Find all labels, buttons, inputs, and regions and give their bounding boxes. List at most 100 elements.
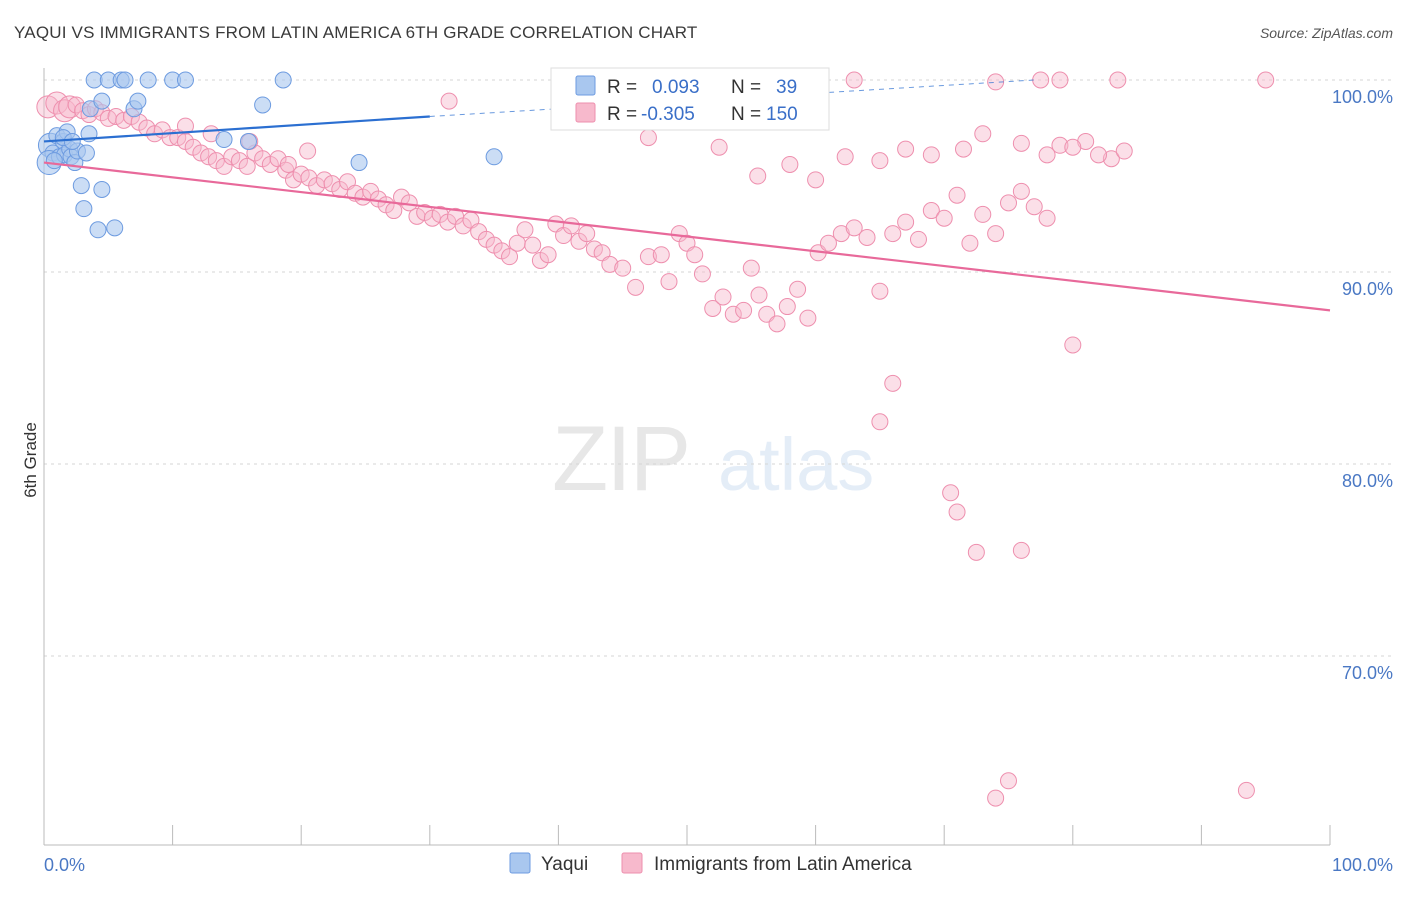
yaqui-point bbox=[93, 180, 111, 198]
latin-america-point bbox=[238, 157, 256, 175]
yaqui-point bbox=[239, 132, 257, 150]
y-tick-label: 80.0% bbox=[1342, 471, 1393, 491]
stats-latin-n-label: N = bbox=[731, 104, 761, 125]
y-tick-label: 90.0% bbox=[1342, 279, 1393, 299]
latin-america-point bbox=[884, 225, 902, 243]
latin-america-point bbox=[948, 503, 966, 521]
latin-america-point bbox=[710, 138, 728, 156]
latin-america-point bbox=[192, 144, 210, 162]
y-tick-labels: 100.0% 90.0% 80.0% 70.0% bbox=[1332, 87, 1393, 683]
latin-america-point bbox=[871, 282, 889, 300]
legend-yaqui-label: Yaqui bbox=[541, 854, 588, 875]
latin-america-point bbox=[539, 246, 557, 264]
latin-america-point bbox=[107, 107, 125, 125]
latin-america-point bbox=[781, 155, 799, 173]
latin-america-point bbox=[807, 171, 825, 189]
latin-america-point bbox=[967, 543, 985, 561]
latin-america-point bbox=[909, 230, 927, 248]
latin-america-point bbox=[742, 259, 760, 277]
yaqui-point bbox=[106, 219, 124, 237]
latin-america-point bbox=[1257, 71, 1275, 89]
yaqui-point bbox=[75, 200, 93, 218]
latin-america-point bbox=[1012, 182, 1030, 200]
x-tick-label-min: 0.0% bbox=[44, 855, 85, 875]
latin-america-point bbox=[627, 278, 645, 296]
latin-america-point bbox=[987, 789, 1005, 807]
watermark-zip: ZIP bbox=[552, 408, 689, 510]
yaqui-point bbox=[85, 71, 103, 89]
latin-america-point bbox=[693, 265, 711, 283]
yaqui-point bbox=[176, 71, 194, 89]
latin-america-point bbox=[440, 92, 458, 110]
latin-america-point bbox=[1012, 134, 1030, 152]
latin-america-point bbox=[1090, 146, 1108, 164]
latin-america-point bbox=[585, 240, 603, 258]
y-tick-label: 100.0% bbox=[1332, 87, 1393, 107]
latin-america-point bbox=[614, 259, 632, 277]
latin-america-trend-line bbox=[43, 161, 1331, 312]
latin-america-point bbox=[1000, 772, 1017, 790]
latin-america-points bbox=[36, 71, 1275, 807]
y-tick-label: 70.0% bbox=[1342, 663, 1393, 683]
latin-america-point bbox=[897, 213, 915, 231]
latin-america-point bbox=[1051, 71, 1069, 89]
latin-america-point bbox=[884, 374, 902, 392]
latin-america-point bbox=[1237, 781, 1255, 799]
legend-latin-swatch bbox=[621, 852, 643, 874]
latin-america-point bbox=[1032, 71, 1050, 89]
stats-yaqui-r-label: R = bbox=[607, 77, 637, 98]
yaqui-point bbox=[77, 144, 95, 162]
yaqui-point bbox=[116, 71, 134, 89]
stats-box: R = 0.093 N = 39 R = -0.305 N = 150 bbox=[550, 67, 830, 131]
latin-america-point bbox=[897, 140, 915, 158]
latin-america-point bbox=[516, 221, 534, 239]
latin-america-point bbox=[974, 205, 992, 223]
latin-america-point bbox=[1038, 146, 1056, 164]
latin-america-point bbox=[799, 309, 817, 327]
chart-title: YAQUI VS IMMIGRANTS FROM LATIN AMERICA 6… bbox=[14, 23, 698, 42]
latin-america-point bbox=[948, 186, 966, 204]
latin-america-point bbox=[819, 234, 837, 252]
legend: Yaqui Immigrants from Latin America bbox=[509, 852, 912, 875]
latin-america-point bbox=[601, 255, 619, 273]
latin-america-point bbox=[778, 298, 796, 316]
latin-america-point bbox=[686, 246, 704, 264]
latin-america-point bbox=[1000, 194, 1017, 212]
latin-america-point bbox=[935, 209, 953, 227]
legend-latin-label: Immigrants from Latin America bbox=[654, 854, 912, 875]
latin-america-point bbox=[1064, 138, 1082, 156]
chart-source: Source: ZipAtlas.com bbox=[1260, 25, 1393, 41]
stats-latin-swatch bbox=[575, 102, 596, 123]
latin-america-point bbox=[974, 125, 992, 143]
latin-america-point bbox=[1064, 336, 1082, 354]
latin-america-point bbox=[315, 171, 333, 189]
latin-america-point bbox=[714, 288, 732, 306]
stats-yaqui-swatch bbox=[575, 75, 596, 96]
axes bbox=[43, 68, 1331, 846]
stats-yaqui-r-value: 0.093 bbox=[652, 77, 700, 98]
latin-america-point bbox=[578, 225, 596, 243]
stats-latin-n-value: 150 bbox=[766, 104, 798, 125]
stats-yaqui-n-value: 39 bbox=[776, 77, 797, 98]
latin-america-point bbox=[299, 142, 317, 160]
latin-america-point bbox=[954, 140, 972, 158]
latin-america-point bbox=[961, 234, 979, 252]
yaqui-point bbox=[254, 96, 272, 114]
yaqui-point bbox=[139, 71, 157, 89]
latin-america-point bbox=[836, 148, 854, 166]
latin-america-point bbox=[789, 280, 807, 298]
stats-latin-r-label: R = bbox=[607, 104, 637, 125]
latin-america-point bbox=[1012, 541, 1030, 559]
yaqui-point bbox=[274, 71, 292, 89]
latin-america-point bbox=[704, 299, 722, 317]
yaqui-point bbox=[215, 131, 233, 149]
yaqui-point bbox=[72, 177, 90, 195]
stats-box-frame bbox=[550, 67, 830, 131]
yaqui-point bbox=[63, 132, 81, 150]
yaqui-point bbox=[45, 152, 63, 170]
yaqui-point bbox=[93, 92, 111, 110]
latin-america-point bbox=[223, 148, 241, 166]
latin-america-point bbox=[750, 286, 768, 304]
y-axis-label: 6th Grade bbox=[21, 422, 40, 498]
